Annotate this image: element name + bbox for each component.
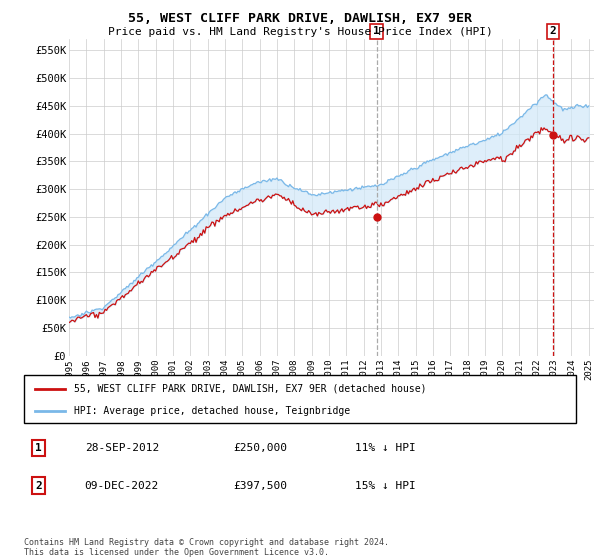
Text: Contains HM Land Registry data © Crown copyright and database right 2024.
This d: Contains HM Land Registry data © Crown c…: [24, 538, 389, 557]
Text: 1: 1: [35, 443, 42, 453]
Text: 1: 1: [373, 26, 380, 36]
Text: Price paid vs. HM Land Registry's House Price Index (HPI): Price paid vs. HM Land Registry's House …: [107, 27, 493, 37]
Text: 28-SEP-2012: 28-SEP-2012: [85, 443, 159, 453]
Text: £397,500: £397,500: [234, 480, 288, 491]
Text: 2: 2: [550, 26, 556, 36]
Text: 15% ↓ HPI: 15% ↓ HPI: [355, 480, 416, 491]
Text: 55, WEST CLIFF PARK DRIVE, DAWLISH, EX7 9ER: 55, WEST CLIFF PARK DRIVE, DAWLISH, EX7 …: [128, 12, 472, 25]
Text: HPI: Average price, detached house, Teignbridge: HPI: Average price, detached house, Teig…: [74, 406, 350, 416]
Text: 55, WEST CLIFF PARK DRIVE, DAWLISH, EX7 9ER (detached house): 55, WEST CLIFF PARK DRIVE, DAWLISH, EX7 …: [74, 384, 426, 394]
FancyBboxPatch shape: [24, 375, 576, 423]
Text: £250,000: £250,000: [234, 443, 288, 453]
Text: 09-DEC-2022: 09-DEC-2022: [85, 480, 159, 491]
Text: 11% ↓ HPI: 11% ↓ HPI: [355, 443, 416, 453]
Text: 2: 2: [35, 480, 42, 491]
